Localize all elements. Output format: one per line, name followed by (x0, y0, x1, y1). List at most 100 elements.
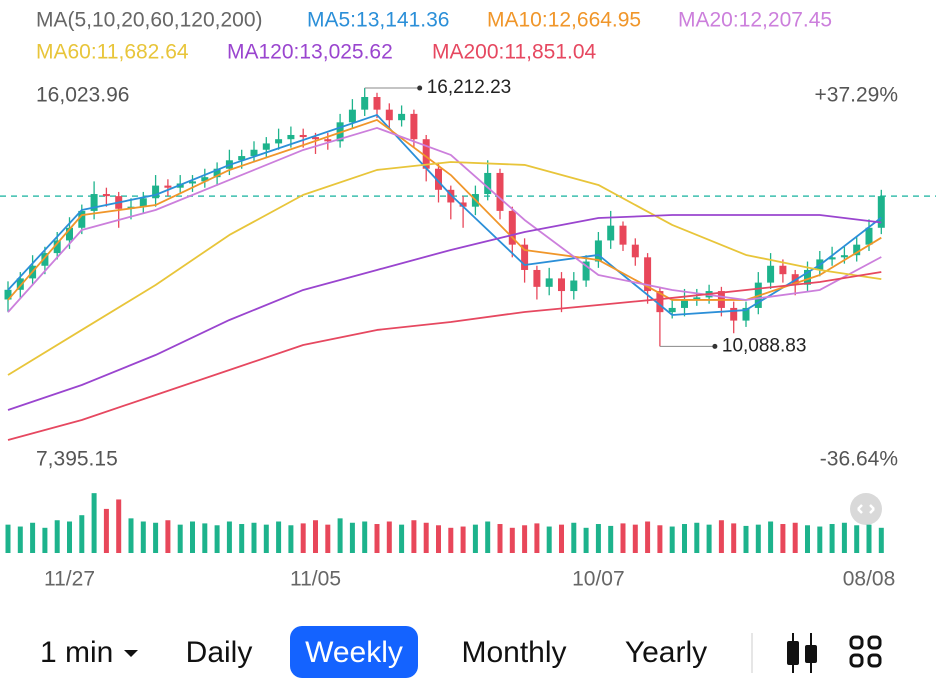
y2-tick-label: +37.29% (815, 84, 899, 107)
candle-body (877, 196, 885, 228)
volume-bar (522, 525, 528, 553)
candle-body (533, 269, 541, 287)
candle-body (287, 134, 295, 140)
volume-bar (374, 524, 380, 553)
volume-bar (583, 527, 589, 553)
candle-body (238, 156, 246, 161)
candle-body (53, 240, 61, 254)
volume-bar (854, 525, 860, 553)
volume-bar (116, 499, 122, 553)
candle-body (619, 225, 627, 245)
volume-bar (128, 518, 134, 553)
candle-body (201, 177, 209, 182)
candle-body (853, 244, 861, 256)
candle-body (779, 265, 787, 275)
x-tick-label: 08/08 (843, 568, 896, 591)
volume-bar (91, 493, 97, 553)
expand-icon[interactable] (850, 493, 882, 525)
legend-entry: MA200:11,851.04 (432, 41, 597, 64)
candle-body (644, 257, 652, 292)
candle-body (41, 253, 49, 266)
candle-body (262, 143, 270, 150)
candle-body (558, 278, 565, 292)
ma-line (7, 114, 882, 316)
annotation-label: 16,212.23 (427, 77, 512, 98)
candle-body (189, 181, 196, 184)
candle-body (508, 210, 516, 245)
volume-bar (436, 525, 441, 553)
candle-body (324, 139, 332, 142)
tab[interactable]: Monthly (461, 636, 566, 669)
candle-body (668, 307, 676, 313)
legend-entry: MA10:12,664.95 (487, 9, 641, 32)
candle-body (213, 168, 221, 178)
candle-body (312, 137, 319, 140)
volume-bar (829, 524, 835, 553)
volume-bar (645, 521, 651, 553)
ma-line (7, 127, 882, 313)
candle-body (767, 265, 775, 283)
candle-body (582, 261, 590, 281)
annotation-dot (417, 85, 423, 91)
candle-body (631, 244, 639, 258)
volume-bar (595, 524, 601, 553)
ma-line (7, 161, 882, 376)
candle-body (66, 227, 73, 241)
volume-bar (448, 527, 454, 553)
volume-bar (337, 518, 343, 553)
tab[interactable]: 1 min (40, 636, 113, 669)
candle-body (361, 97, 369, 110)
layout-icon[interactable] (849, 635, 882, 668)
volume-bar (472, 524, 478, 553)
volume-bar (632, 524, 638, 553)
volume-bar (534, 523, 540, 553)
legend-entry: MA20:12,207.45 (678, 9, 832, 32)
candle-body (373, 97, 381, 110)
tab-selected-bg (290, 626, 418, 678)
candle-icon[interactable] (787, 633, 817, 673)
volume-bar (805, 525, 810, 553)
candle-body (742, 307, 750, 321)
candle-body (4, 289, 12, 300)
dropdown-arrow (124, 650, 138, 657)
volume-bar (54, 520, 60, 553)
icon-body (805, 645, 817, 663)
volume-bar (559, 524, 564, 553)
candle-body (78, 210, 86, 228)
candle-body (447, 189, 455, 203)
volume-bar (731, 523, 737, 553)
volume-bar (288, 525, 294, 553)
volume-bar (571, 522, 577, 553)
volume-bar (399, 524, 405, 553)
volume-bar (485, 521, 491, 553)
volume-bar (743, 525, 749, 553)
volume-bar (657, 525, 663, 553)
candle-body (152, 185, 160, 199)
tab[interactable]: Yearly (625, 636, 707, 669)
volume-bar (780, 524, 786, 553)
volume-bar (349, 522, 355, 553)
candle-body (410, 113, 418, 140)
annotation-dot (712, 343, 718, 349)
volume-bar (669, 526, 675, 553)
volume-bar (300, 523, 306, 553)
volume-bar (190, 521, 195, 553)
annotation-label: 10,088.83 (722, 335, 807, 356)
icon-body (787, 641, 799, 665)
expand-icon-arrows (857, 504, 875, 514)
candle-body (435, 168, 442, 190)
candle-body (90, 194, 98, 211)
candle-body (484, 172, 492, 195)
volume-bar (682, 524, 687, 553)
volume-bar (165, 520, 171, 553)
tab[interactable]: Daily (186, 636, 253, 669)
icon-square (867, 635, 882, 650)
volume-bar (706, 524, 712, 553)
tab[interactable]: Weekly (305, 636, 403, 669)
volume-bar (67, 521, 72, 553)
ma-line (7, 214, 882, 411)
volume-bar (42, 527, 48, 553)
candle-body (16, 278, 24, 290)
legend-title: MA(5,10,20,60,120,200) (36, 9, 263, 32)
